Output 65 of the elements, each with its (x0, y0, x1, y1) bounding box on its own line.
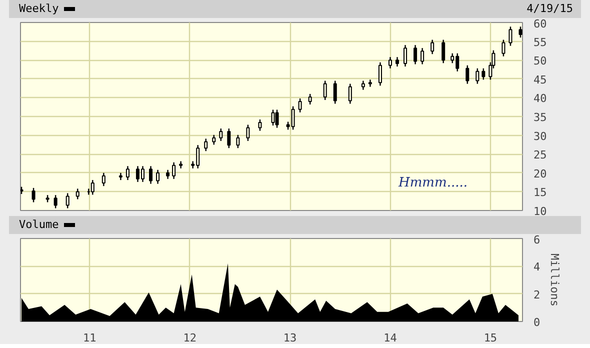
candlestick (126, 166, 130, 181)
candlestick (378, 62, 382, 86)
candlestick (482, 68, 486, 80)
x-tick-label: 12 (183, 332, 196, 344)
y-tick-label: 10 (534, 205, 547, 218)
y-tick-label: 55 (534, 36, 547, 49)
candlestick (361, 80, 365, 90)
candlestick (172, 162, 176, 180)
candlestick (333, 80, 337, 104)
y-tick-label: 35 (534, 111, 547, 124)
candlestick (388, 56, 392, 69)
candlestick (271, 109, 275, 126)
candlestick (102, 172, 106, 187)
chart-title: Weekly (19, 1, 60, 17)
candlestick (227, 128, 231, 149)
candlestick (204, 138, 208, 152)
candlestick (90, 179, 94, 196)
y-tick-label: 25 (534, 148, 547, 162)
candlestick (246, 124, 250, 142)
candlestick (298, 98, 302, 113)
candlestick (258, 118, 262, 132)
y-tick-label: 0 (534, 316, 540, 329)
candlestick (466, 64, 470, 84)
chart-title: Volume (19, 217, 60, 233)
candlestick (404, 44, 408, 68)
candlestick (156, 169, 160, 184)
candlestick (236, 134, 240, 149)
candlestick (430, 39, 434, 55)
y-axis-title: Millions (548, 254, 562, 306)
candlestick (323, 80, 327, 101)
candlestick (76, 188, 80, 200)
candlestick (179, 160, 183, 169)
candlestick (149, 166, 153, 184)
candlestick (502, 39, 506, 57)
candlestick (166, 169, 170, 180)
candlestick (212, 134, 216, 146)
candlestick (420, 47, 424, 65)
y-tick-label: 6 (534, 234, 540, 246)
candlestick (508, 26, 512, 46)
text: 4/19/15 (526, 1, 573, 17)
y-tick-label: 30 (534, 130, 547, 143)
annotation: Hmmm..... (398, 176, 468, 190)
x-tick-label: 14 (384, 332, 398, 344)
candlestick (54, 194, 58, 209)
x-tick-label: 11 (83, 332, 96, 344)
candlestick (395, 56, 400, 68)
y-tick-label: 45 (534, 73, 547, 86)
candlestick (275, 109, 279, 128)
candlestick (348, 83, 352, 104)
y-tick-label: 50 (534, 54, 547, 68)
candlestick (518, 26, 522, 38)
y-tick-label: 4 (534, 260, 540, 274)
candlestick (476, 68, 480, 84)
candlestick (414, 44, 418, 65)
x-tick-label: 15 (484, 332, 498, 344)
y-tick-label: 60 (534, 18, 547, 30)
candlestick (308, 93, 312, 106)
candlestick (32, 187, 36, 203)
candlestick (219, 128, 223, 142)
y-tick-label: 2 (534, 288, 540, 302)
y-tick-label: 40 (534, 92, 547, 106)
candlestick (442, 39, 446, 64)
x-tick-label: 13 (283, 332, 297, 344)
y-tick-label: 20 (534, 167, 547, 180)
y-tick-label: 15 (534, 186, 547, 200)
